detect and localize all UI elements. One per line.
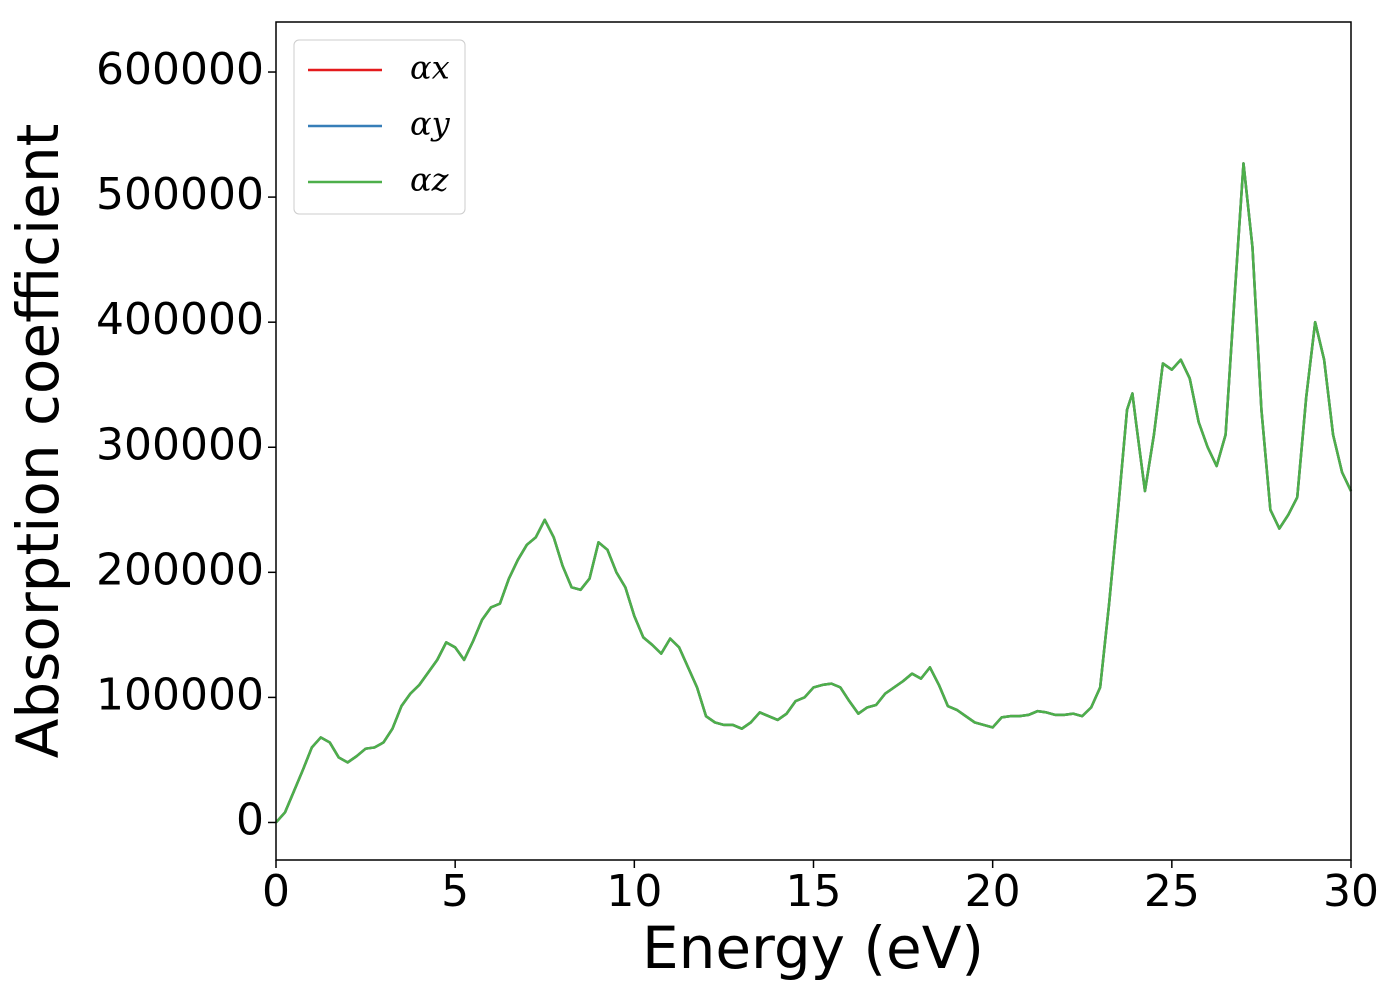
legend-label: αx <box>410 49 450 87</box>
plot-frame <box>275 21 1352 861</box>
y-tick-label: 100000 <box>96 669 264 720</box>
x-tick-label: 30 <box>1323 866 1379 917</box>
y-tick-label: 200000 <box>96 544 264 595</box>
x-tick-label: 25 <box>1144 866 1200 917</box>
x-tick-label: 20 <box>965 866 1021 917</box>
line <box>275 162 1353 824</box>
x-tick-label: 0 <box>262 866 290 917</box>
line <box>275 162 1353 824</box>
y-tick-label: 400000 <box>96 294 264 345</box>
y-axis-label: Absorption coefficient <box>4 124 72 759</box>
y-tick-label: 300000 <box>96 419 264 470</box>
x-tick-label: 15 <box>786 866 842 917</box>
x-tick-label: 5 <box>441 866 469 917</box>
legend-label: αy <box>410 105 451 143</box>
x-tick-label: 10 <box>606 866 662 917</box>
y-tick-label: 0 <box>236 794 264 845</box>
legend-label: αz <box>410 161 450 199</box>
y-tick-label: 500000 <box>96 169 264 220</box>
line <box>275 162 1353 824</box>
y-tick-label: 600000 <box>96 44 264 95</box>
x-axis-label: Energy (eV) <box>642 914 984 982</box>
